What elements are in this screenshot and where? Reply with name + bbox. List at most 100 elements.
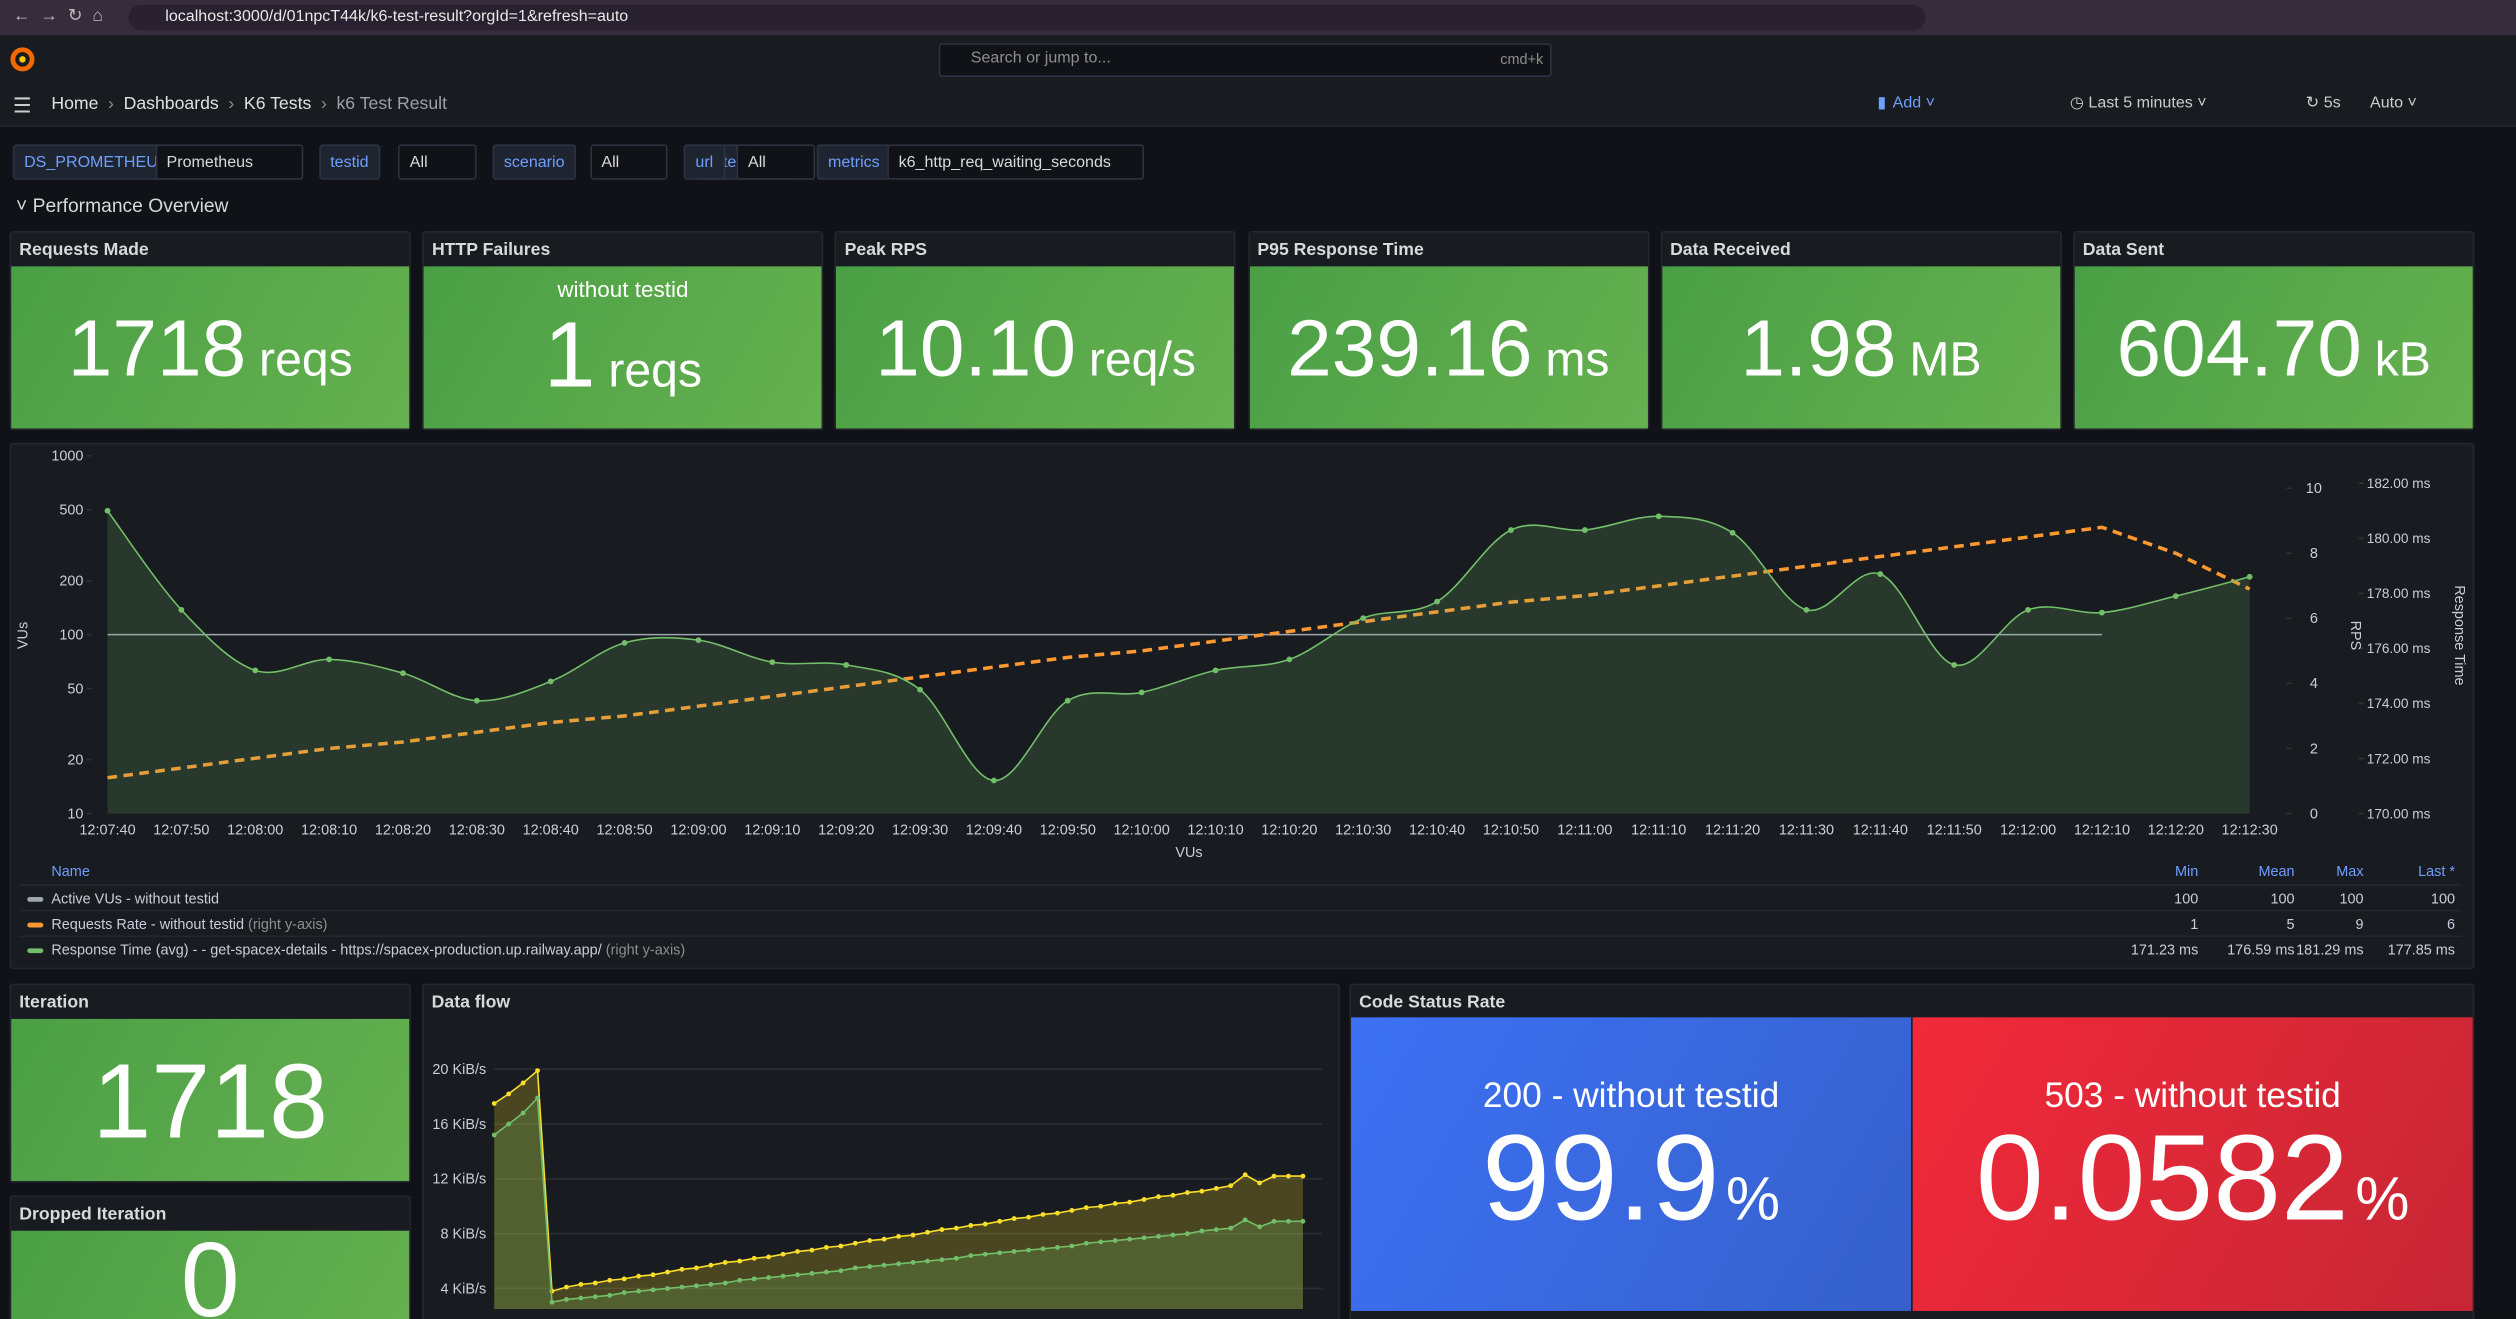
- metrics-value[interactable]: k6_http_req_waiting_seconds: [887, 144, 1145, 180]
- series-point: [1212, 667, 1219, 674]
- time-picker[interactable]: ◷ Last 5 minutes ˅: [2069, 94, 2207, 113]
- legend-name: Response Time (avg) - - get-spacex-detai…: [51, 941, 602, 958]
- series-point: [1141, 1196, 1147, 1202]
- stat-line: 1.98 MB: [1740, 301, 1981, 394]
- legend-swatch: [27, 896, 44, 902]
- add-button[interactable]: ▮ Add ˅: [1877, 94, 1936, 113]
- x-tick-label: 12:11:50: [1927, 822, 1982, 838]
- stat-line: 1718 reqs: [68, 301, 353, 394]
- panel-title: HTTP Failures: [431, 240, 551, 260]
- series-point: [400, 670, 406, 677]
- series-point: [549, 1299, 555, 1305]
- series-point: [1184, 1190, 1190, 1195]
- x-tick-label: 12:11:10: [1631, 822, 1686, 838]
- stat-unit: kB: [2374, 332, 2431, 386]
- series-point: [722, 1260, 728, 1265]
- series-point: [2172, 593, 2179, 599]
- series-point: [867, 1264, 873, 1269]
- series-point: [592, 1294, 598, 1300]
- auto-picker[interactable]: Auto ˅: [2369, 94, 2417, 113]
- x-tick-label: 12:11:40: [1853, 822, 1908, 838]
- x-tick-label: 12:07:40: [79, 822, 135, 838]
- x-tick-label: 12:10:40: [1409, 822, 1465, 838]
- stat-value: 604.70: [2116, 302, 2362, 393]
- data-flow-panel: Data flow: [422, 983, 1340, 1319]
- variable-label: scenario: [492, 144, 576, 180]
- series-point: [737, 1277, 743, 1283]
- stat-value: 0: [11, 1226, 410, 1319]
- refresh-picker[interactable]: ↻ 5s: [2305, 94, 2341, 113]
- legend-cell: 100: [2174, 890, 2199, 907]
- breadcrumb[interactable]: k6 Test Result: [336, 94, 448, 114]
- legend-row-border: [19, 935, 2462, 938]
- y2-tick-label: 4: [2310, 676, 2318, 692]
- stat-line: 10.10 req/s: [875, 301, 1196, 394]
- variable-value[interactable]: All: [736, 144, 815, 180]
- series-point: [693, 1265, 699, 1271]
- series-point: [564, 1297, 569, 1302]
- address-bar[interactable]: [128, 4, 1926, 31]
- y3-tick-label: 182.00 ms: [2367, 476, 2431, 491]
- url[interactable]: localhost:3000/d/01npcT44k/k6-test-resul…: [165, 8, 629, 26]
- y-tick-label: 200: [59, 574, 83, 590]
- breadcrumb[interactable]: Dashboards: [123, 94, 219, 114]
- series-point: [1011, 1249, 1017, 1254]
- breadcrumb[interactable]: K6 Tests: [243, 94, 312, 114]
- search-shortcut: cmd+k: [1500, 51, 1544, 68]
- y-tick-label: 50: [67, 681, 83, 697]
- breadcrumb[interactable]: Home: [51, 94, 99, 114]
- series-point: [621, 639, 628, 646]
- variable-value[interactable]: All: [590, 144, 669, 180]
- variable-value[interactable]: All: [398, 144, 477, 180]
- grafana-logo[interactable]: [10, 47, 36, 73]
- series-point: [578, 1295, 584, 1301]
- time-range: Last 5 minutes: [2088, 94, 2193, 113]
- series-point: [473, 697, 480, 704]
- x-tick-label: 12:10:10: [1187, 822, 1243, 838]
- series-point: [823, 1269, 829, 1275]
- series-point: [867, 1238, 873, 1243]
- nav-buttons[interactable]: ← → ↻ ⌂: [12, 6, 104, 26]
- row-header[interactable]: ˅ Performance Overview: [16, 194, 229, 217]
- x-tick-label: 12:10:20: [1261, 822, 1317, 838]
- series-point: [506, 1121, 512, 1127]
- series-point: [1213, 1227, 1219, 1232]
- legend-cell: 100: [2270, 890, 2295, 907]
- series-point: [1156, 1233, 1161, 1239]
- series-point: [1026, 1247, 1031, 1253]
- legend-header: Max: [2336, 863, 2364, 880]
- legend-swatch: [27, 948, 44, 954]
- series-point: [592, 1280, 598, 1286]
- x-tick-label: 12:08:50: [596, 822, 652, 838]
- status-label: 200 - without testid: [1482, 1075, 1780, 1116]
- x-tick-label: 12:09:50: [1040, 822, 1096, 838]
- search-box[interactable]: [938, 43, 1552, 78]
- y3-tick-label: 176.00 ms: [2367, 641, 2431, 656]
- y-tick-label: 100: [59, 627, 83, 643]
- stat-panel: Peak RPS 10.10 req/s: [835, 231, 1237, 431]
- x-tick-label: 12:08:40: [523, 822, 579, 838]
- x-tick-label: 12:10:50: [1483, 822, 1539, 838]
- series-point: [1055, 1244, 1060, 1250]
- series-point: [252, 667, 259, 674]
- menu-button[interactable]: ☰: [12, 93, 32, 118]
- stat-panel: Data Received 1.98 MB: [1660, 231, 2062, 431]
- nav-bar: [0, 83, 2516, 127]
- legend-entry[interactable]: Response Time (avg) - - get-spacex-detai…: [51, 942, 685, 958]
- series-point: [1729, 529, 1736, 536]
- panel-title: Dropped Iteration: [19, 1205, 167, 1225]
- y-tick-label: 10: [67, 806, 83, 822]
- y3-tick-label: 174.00 ms: [2367, 696, 2431, 711]
- panel-title: Peak RPS: [844, 240, 928, 260]
- series-point: [1286, 656, 1293, 663]
- series-point: [1026, 1214, 1031, 1220]
- series-point: [925, 1229, 930, 1235]
- x-tick-label: 12:11:00: [1557, 822, 1612, 838]
- legend-entry[interactable]: Requests Rate - without testid (right y-…: [51, 916, 327, 932]
- x-axis-label: VUs: [1175, 845, 1202, 861]
- crumb-separator: ›: [228, 94, 235, 114]
- variable-value[interactable]: Prometheus: [155, 144, 303, 180]
- y3-tick-label: 172.00 ms: [2367, 751, 2431, 766]
- legend-entry[interactable]: Active VUs - without testid: [51, 891, 219, 907]
- x-tick-label: 12:12:30: [2222, 822, 2278, 838]
